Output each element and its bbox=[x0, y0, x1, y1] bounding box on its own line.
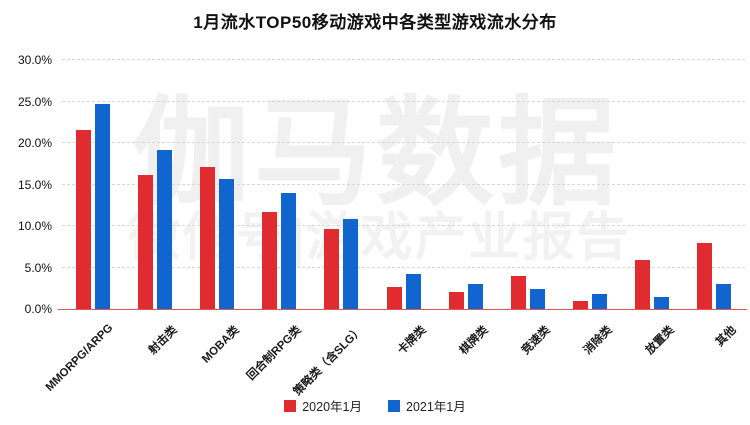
bar-group bbox=[186, 60, 248, 309]
bar-group bbox=[248, 60, 310, 309]
bar-2020年1月-卡牌类 bbox=[386, 287, 402, 309]
bar-2020年1月-MOBA类 bbox=[200, 167, 216, 309]
gridline bbox=[62, 59, 745, 60]
bar-2021年1月-射击类 bbox=[157, 149, 173, 309]
bar-2021年1月-策略类（含SLG） bbox=[343, 218, 359, 309]
y-tick-label: 25.0% bbox=[17, 94, 52, 109]
bar-2020年1月-MMORPG/ARPG bbox=[76, 129, 92, 309]
bar-2020年1月-竞速类 bbox=[510, 275, 526, 309]
legend-swatch-icon bbox=[284, 399, 297, 412]
gridline bbox=[62, 266, 745, 268]
bar-2021年1月-MMORPG/ARPG bbox=[95, 104, 111, 309]
bar-2020年1月-其他 bbox=[696, 243, 712, 309]
legend-label: 2021年1月 bbox=[406, 400, 466, 414]
bar-2020年1月-回合制RPG类 bbox=[262, 211, 278, 309]
y-tick-label: 20.0% bbox=[17, 136, 52, 150]
x-category-label: 回合制RPG类 bbox=[245, 324, 304, 383]
y-tick-label: 0.0% bbox=[24, 302, 52, 316]
bar-2020年1月-放置类 bbox=[634, 260, 650, 309]
plot-area: 伽马数据 微信号|游戏产业报告 bbox=[58, 59, 747, 310]
x-category-label: 其他 bbox=[713, 324, 739, 349]
x-category-label: MMORPG/ARPG bbox=[43, 322, 116, 394]
x-category-label: 棋牌类 bbox=[457, 324, 491, 358]
legend-label: 2020年1月 bbox=[302, 400, 362, 414]
gridline bbox=[62, 225, 745, 226]
x-category-label: 放置类 bbox=[643, 324, 677, 358]
legend-item: 2020年1月 bbox=[284, 396, 362, 415]
bar-2020年1月-策略类（含SLG） bbox=[324, 229, 340, 309]
bar-group bbox=[435, 60, 497, 309]
bar-2020年1月-棋牌类 bbox=[448, 292, 464, 309]
y-tick-label: 5.0% bbox=[24, 260, 52, 275]
legend: 2020年1月 2021年1月 bbox=[0, 396, 750, 415]
x-category-label: 射击类 bbox=[146, 324, 180, 358]
bar-2021年1月-棋牌类 bbox=[467, 284, 483, 309]
gridline bbox=[62, 100, 745, 102]
bar-2021年1月-竞速类 bbox=[529, 289, 545, 309]
bar-2021年1月-MOBA类 bbox=[219, 178, 235, 309]
legend-swatch-icon bbox=[388, 399, 400, 412]
y-tick-label: 15.0% bbox=[17, 177, 52, 192]
bar-2020年1月-射击类 bbox=[138, 174, 154, 309]
x-category-label: MOBA类 bbox=[200, 324, 242, 366]
bar-group bbox=[621, 60, 683, 309]
x-axis-line bbox=[58, 309, 747, 310]
bar-2021年1月-消除类 bbox=[591, 294, 607, 309]
bar-2021年1月-放置类 bbox=[653, 296, 669, 309]
bar-2021年1月-其他 bbox=[715, 284, 731, 309]
x-category-label: 卡牌类 bbox=[395, 324, 429, 358]
bar-group bbox=[372, 60, 434, 309]
bar-group bbox=[559, 60, 621, 309]
x-axis-category-labels: MMORPG/ARPG 射击类 MOBA类 回合制RPG类 策略类（含SLG） 卡牌类 棋牌… bbox=[44, 314, 745, 398]
gridline bbox=[62, 183, 745, 185]
bar-2021年1月-回合制RPG类 bbox=[281, 192, 297, 309]
bar-group bbox=[683, 60, 745, 309]
legend-item: 2021年1月 bbox=[388, 396, 466, 415]
y-tick-label: 30.0% bbox=[17, 53, 52, 67]
chart-title: 1月流水TOP50移动游戏中各类型游戏流水分布 bbox=[193, 13, 557, 32]
bar-2020年1月-消除类 bbox=[572, 300, 588, 309]
bar-group bbox=[497, 60, 559, 309]
bar-group bbox=[124, 60, 186, 309]
y-tick-label: 10.0% bbox=[17, 219, 52, 233]
y-axis-tick-labels: 0.0% 5.0% 10.0% 15.0% 20.0% 25.0% 30.0% bbox=[0, 53, 54, 316]
gridline bbox=[62, 142, 745, 143]
bar-groups bbox=[62, 60, 745, 309]
x-category-label: 消除类 bbox=[581, 324, 615, 358]
x-category-label: 竞速类 bbox=[519, 324, 553, 358]
bar-2021年1月-卡牌类 bbox=[405, 274, 421, 309]
bar-group bbox=[310, 60, 372, 309]
bar-group bbox=[62, 60, 124, 309]
